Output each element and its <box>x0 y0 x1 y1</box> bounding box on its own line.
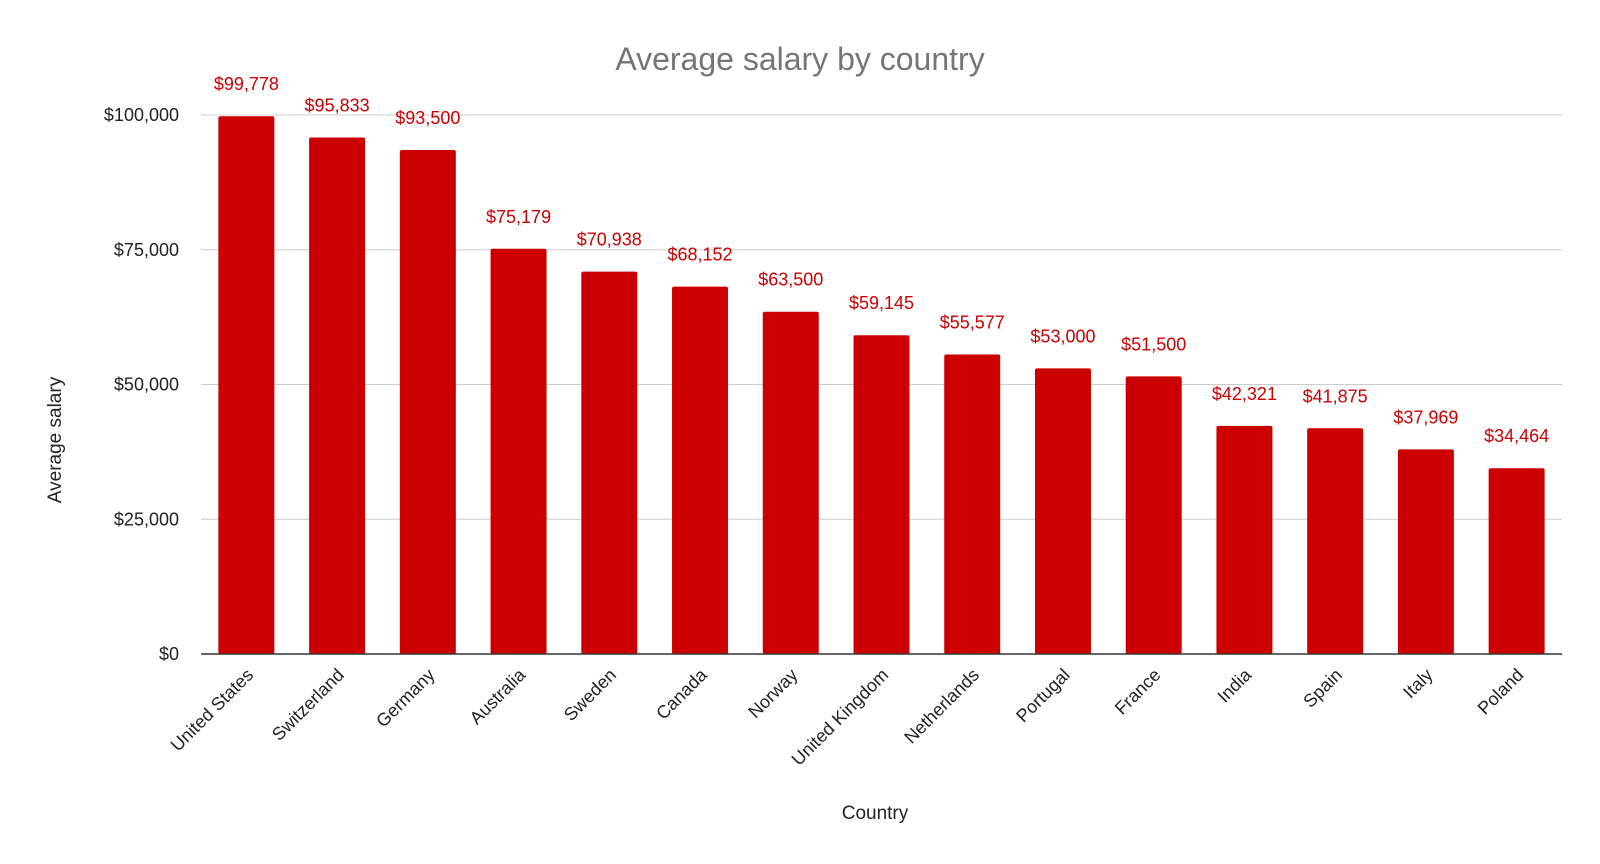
data-label: $95,833 <box>305 95 370 115</box>
y-tick-label: $25,000 <box>114 509 179 529</box>
data-label: $53,000 <box>1030 326 1095 346</box>
x-tick-label: Switzerland <box>268 665 348 745</box>
y-axis-title: Average salary <box>45 376 66 503</box>
x-tick-label: United States <box>167 665 258 756</box>
data-label: $42,321 <box>1212 384 1277 404</box>
y-tick-label: $100,000 <box>104 105 179 125</box>
x-tick-label: Canada <box>652 664 711 723</box>
y-tick-label: $0 <box>159 644 179 664</box>
x-tick-label: Germany <box>372 665 438 731</box>
x-tick-label: Portugal <box>1012 665 1074 727</box>
x-axis-title: Country <box>842 803 909 824</box>
x-tick-label: Australia <box>466 664 530 728</box>
data-label: $75,179 <box>486 207 551 227</box>
bar <box>1307 428 1364 654</box>
bars <box>218 116 1545 654</box>
bar <box>672 286 729 654</box>
x-tick-label: Italy <box>1399 665 1436 702</box>
data-label: $51,500 <box>1121 334 1186 354</box>
y-tick-label: $75,000 <box>114 240 179 260</box>
data-label: $93,500 <box>395 108 460 128</box>
bar <box>1034 368 1091 654</box>
bar <box>1125 376 1182 654</box>
x-tick-label: Sweden <box>560 665 620 725</box>
data-label: $68,152 <box>667 245 732 265</box>
data-label: $70,938 <box>577 230 642 250</box>
bar <box>490 248 547 654</box>
bar <box>1216 425 1273 654</box>
bar <box>944 354 1001 654</box>
data-label: $55,577 <box>940 312 1005 332</box>
bar <box>1488 468 1545 654</box>
data-label: $34,464 <box>1484 426 1549 446</box>
data-label: $63,500 <box>758 270 823 290</box>
x-tick-label: Norway <box>744 665 801 722</box>
y-tick-label: $50,000 <box>114 375 179 395</box>
data-label: $41,875 <box>1303 386 1368 406</box>
bar <box>762 311 819 654</box>
data-labels: $99,778 $95,833 $93,500 $75,179 $70,938 $68,1… <box>214 74 1549 446</box>
y-tick-labels: $0 $25,000 $50,000 $75,000 $100,000 <box>104 105 179 664</box>
data-label: $99,778 <box>214 74 279 94</box>
x-tick-label: Spain <box>1299 665 1346 712</box>
data-label: $37,969 <box>1393 407 1458 427</box>
x-tick-label: India <box>1214 664 1256 706</box>
bar <box>309 137 366 654</box>
x-tick-label: Netherlands <box>900 665 983 748</box>
bar <box>1397 449 1454 654</box>
x-tick-label: Poland <box>1474 665 1528 719</box>
bar <box>581 271 638 654</box>
bar <box>853 335 910 654</box>
data-label: $59,145 <box>849 293 914 313</box>
x-tick-labels: United States Switzerland Germany Australia… <box>167 664 1528 769</box>
x-tick-label: France <box>1111 665 1165 719</box>
chart-title: Average salary by country <box>615 41 984 77</box>
bar <box>218 116 275 654</box>
x-tick-label: United Kingdom <box>788 665 893 770</box>
bar <box>399 150 456 654</box>
